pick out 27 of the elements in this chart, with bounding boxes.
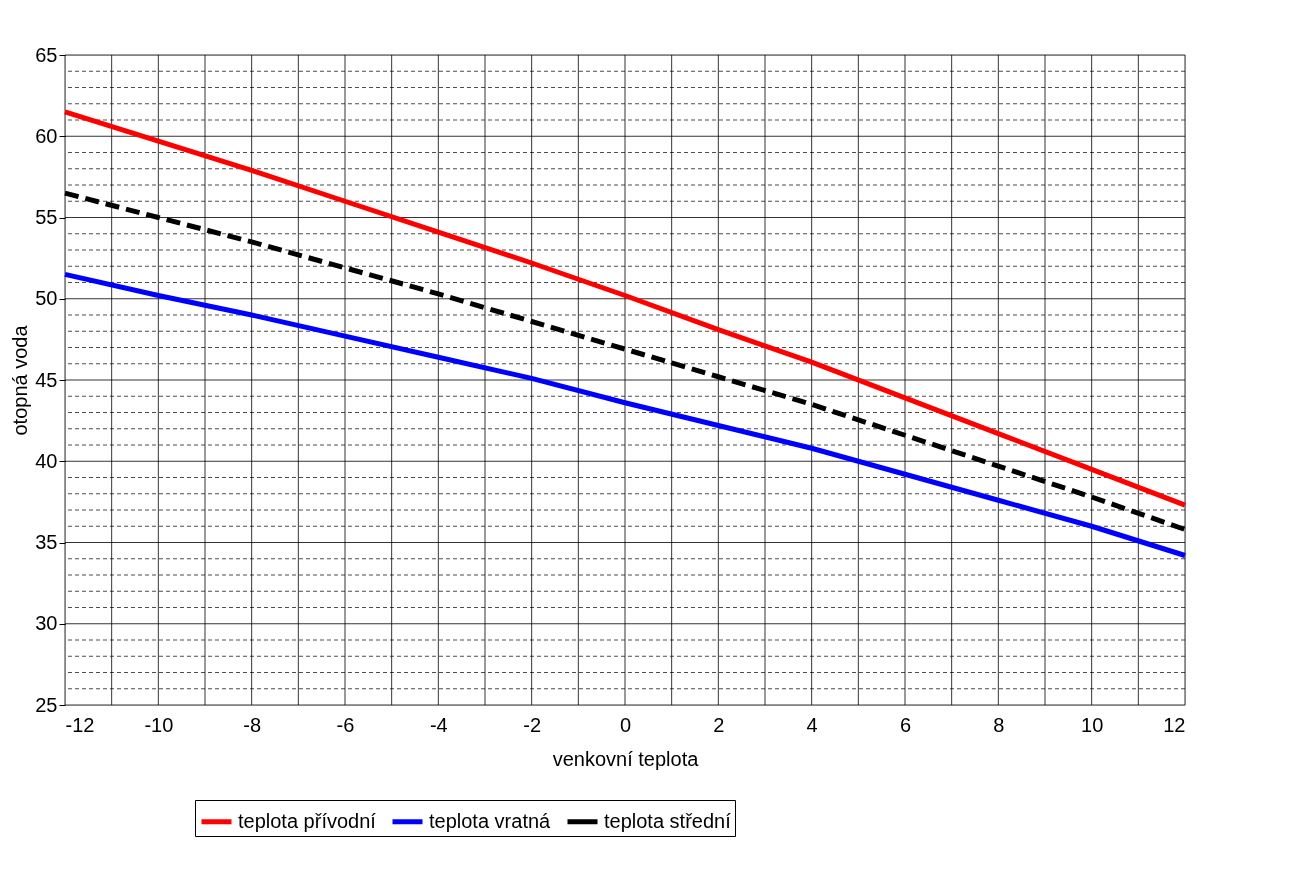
y-axis-title: otopná voda [9, 324, 32, 436]
x-tick-label: 4 [806, 713, 818, 736]
x-tick-label: 8 [993, 713, 1005, 736]
y-tick-label: 40 [35, 449, 58, 472]
x-tick-label: -10 [144, 713, 174, 736]
x-tick-label: 12 [1163, 713, 1186, 736]
x-tick-label: 6 [899, 713, 912, 736]
y-tick-label: 25 [35, 693, 58, 716]
legend-label: teplota přívodní [238, 809, 377, 832]
x-tick-label: 2 [713, 713, 725, 736]
x-axis-title: venkovní teplota [552, 747, 700, 770]
y-tick-label: 45 [35, 368, 58, 391]
x-tick-label: -12 [65, 713, 95, 736]
x-tick-label: -2 [523, 713, 542, 736]
y-tick-label: 65 [35, 43, 58, 66]
y-tick-label: 55 [35, 206, 58, 228]
y-tick-label: 30 [35, 612, 58, 635]
legend-label: teplota vratná [429, 809, 552, 832]
y-tick-label: 50 [35, 287, 58, 310]
legend-label: teplota střední [604, 809, 732, 832]
x-tick-label: -6 [336, 713, 355, 736]
x-tick-label: -8 [243, 713, 262, 736]
x-tick-label: 10 [1081, 713, 1104, 736]
x-tick-label: 0 [619, 713, 632, 736]
y-tick-label: 60 [35, 124, 58, 147]
y-tick-label: 35 [35, 531, 58, 553]
x-tick-label: -4 [429, 713, 448, 736]
